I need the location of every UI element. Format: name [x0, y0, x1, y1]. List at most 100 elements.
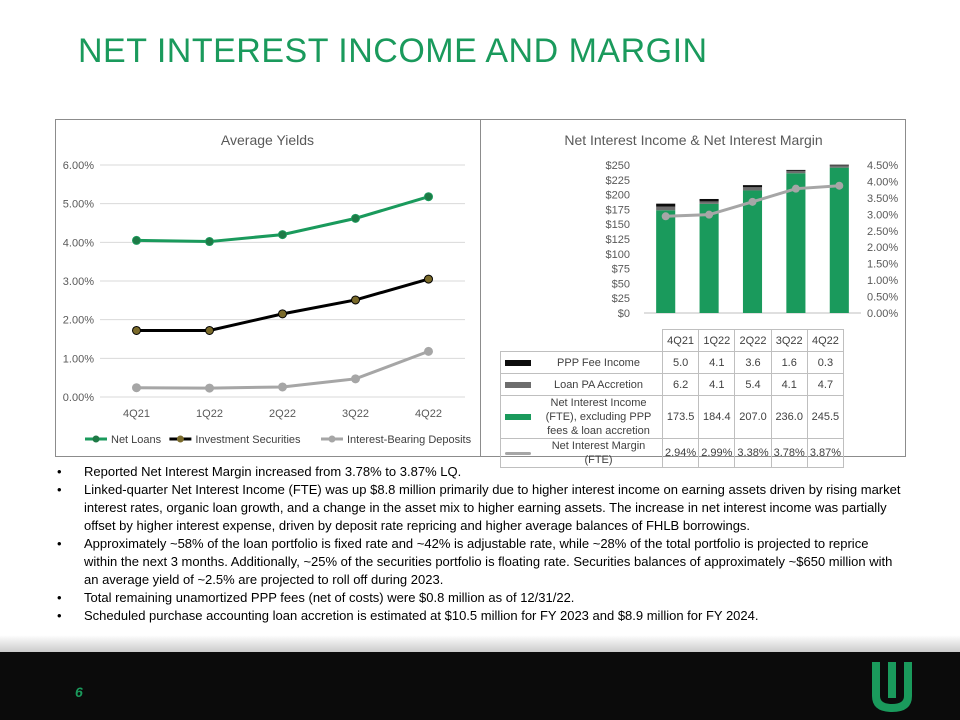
data-point [132, 235, 141, 245]
y-tick-label: 1.00% [63, 353, 94, 365]
y-tick-label: 4.00% [63, 237, 94, 249]
y-right-tick-label: 0.50% [867, 292, 898, 304]
y-right-tick-label: 3.00% [867, 209, 898, 221]
stacked-bar-segment [699, 203, 719, 313]
data-point [424, 192, 433, 202]
y-right-tick-label: 1.00% [867, 275, 898, 287]
legend-marker [328, 435, 336, 443]
table-column-header: 4Q22 [806, 329, 845, 352]
table-cell: 4.1 [698, 351, 736, 374]
data-point [424, 346, 433, 356]
table-cell: 5.4 [734, 373, 772, 396]
average-yields-chart: 6.00% 5.00% 4.00% 3.00% 2.00% 1.00% 0.00% 4Q21 1… [63, 160, 472, 446]
stacked-bar-segment [786, 169, 806, 171]
data-point [278, 230, 287, 240]
y-left-tick-label: $150 [606, 219, 630, 231]
margin-point [748, 197, 757, 206]
y-left-tick-label: $250 [606, 160, 630, 172]
x-tick-label: 4Q21 [123, 408, 150, 420]
table-cell: 4.7 [806, 373, 845, 396]
y-right-tick-label: 0.00% [867, 308, 898, 320]
table-row-label-text: Net Interest Income (FTE), excluding PPP… [545, 397, 652, 437]
stacked-bar-segment [829, 167, 849, 313]
y-tick-label: 0.00% [63, 392, 94, 404]
legend-label: Net Loans [111, 434, 162, 446]
bullet-item: Linked-quarter Net Interest Income (FTE)… [55, 481, 905, 535]
legend-marker [92, 435, 100, 443]
y-left-tick-label: $25 [612, 293, 630, 305]
x-tick-label: 3Q22 [342, 408, 369, 420]
stacked-bar-segment [786, 173, 806, 313]
data-point [205, 383, 214, 393]
margin-point [791, 184, 800, 193]
table-column-header: 2Q22 [734, 329, 772, 352]
data-point [132, 325, 141, 335]
legend-marker [176, 435, 184, 443]
data-point [351, 374, 360, 384]
data-point [278, 382, 287, 392]
data-point [351, 213, 360, 223]
table-row-label: PPP Fee Income [500, 351, 663, 374]
y-right-tick-label: 2.00% [867, 242, 898, 254]
y-right-tick-label: 3.50% [867, 193, 898, 205]
table-row-label-text: PPP Fee Income [557, 356, 640, 369]
y-right-tick-label: 4.50% [867, 160, 898, 172]
margin-point [661, 212, 670, 221]
y-tick-label: 5.00% [63, 199, 94, 211]
table-corner [501, 330, 663, 352]
table-cell: 6.2 [661, 373, 700, 396]
bullet-item: Scheduled purchase accounting loan accre… [55, 607, 905, 625]
stacked-bar-segment [786, 170, 806, 174]
table-column-header: 3Q22 [770, 329, 808, 352]
table-header-row: 4Q21 1Q22 2Q22 3Q22 4Q22 [501, 329, 845, 352]
y-left-tick-label: $100 [606, 249, 630, 261]
y-left-tick-label: $0 [618, 308, 630, 320]
net-interest-income-chart: $250 $225 $200 $175 $150 $125 $100 $75 $50 $25 $0 4… [606, 160, 899, 320]
table-row: PPP Fee Income 5.0 4.1 3.6 1.6 0.3 [500, 351, 845, 374]
y-tick-label: 6.00% [63, 160, 94, 172]
chart-divider [480, 119, 481, 457]
table-row-label-text: Loan PA Accretion [553, 378, 644, 391]
bullet-item: Reported Net Interest Margin increased f… [55, 463, 905, 481]
company-logo-icon [872, 662, 912, 712]
yields-chart-title: Average Yields [220, 132, 315, 148]
y-right-tick-label: 2.50% [867, 226, 898, 238]
data-point [205, 237, 214, 247]
table-row-label: Loan PA Accretion [500, 373, 663, 396]
nii-data-table: 4Q21 1Q22 2Q22 3Q22 4Q22 PPP Fee Income 5.0 4.1… [500, 329, 845, 468]
table-row-label: Net Interest Income (FTE), excluding PPP… [500, 395, 663, 439]
table-column-header: 4Q21 [661, 329, 700, 352]
stacked-bar-segment [656, 210, 676, 313]
bullet-list: Reported Net Interest Margin increased f… [55, 463, 905, 625]
table-cell: 3.6 [734, 351, 772, 374]
table-cell: 207.0 [734, 395, 772, 439]
y-tick-label: 2.00% [63, 315, 94, 327]
table-row: Net Interest Income (FTE), excluding PPP… [500, 395, 845, 439]
table-cell: 184.4 [698, 395, 736, 439]
table-cell: 236.0 [770, 395, 808, 439]
x-tick-label: 4Q22 [415, 408, 442, 420]
stacked-bar-segment [829, 164, 849, 168]
legend-key [505, 359, 531, 366]
footer-bar [0, 652, 960, 720]
y-left-tick-label: $75 [612, 264, 630, 276]
x-tick-label: 1Q22 [196, 408, 223, 420]
stacked-bar-segment [699, 201, 719, 204]
table-column-header: 1Q22 [698, 329, 736, 352]
table-cell: 173.5 [661, 395, 700, 439]
stacked-bar-segment [829, 164, 849, 166]
y-right-tick-label: 4.00% [867, 176, 898, 188]
table-cell: 4.1 [698, 373, 736, 396]
stacked-bar-segment [742, 190, 763, 313]
footer-gradient-band [0, 635, 960, 653]
stacked-bar-segment [656, 203, 676, 207]
table-row: Loan PA Accretion 6.2 4.1 5.4 4.1 4.7 [500, 373, 845, 396]
y-right-tick-label: 1.50% [867, 259, 898, 271]
y-tick-label: 3.00% [63, 276, 94, 288]
table-cell: 1.6 [770, 351, 808, 374]
table-cell: 5.0 [661, 351, 700, 374]
y-left-tick-label: $225 [606, 175, 630, 187]
stacked-bar-segment [742, 185, 763, 188]
table-cell: 0.3 [806, 351, 845, 374]
